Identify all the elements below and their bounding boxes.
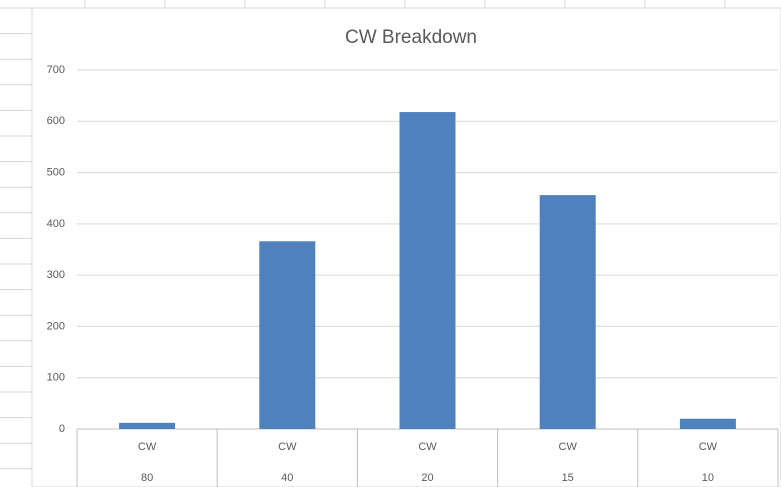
x-tick-label: 10 bbox=[702, 472, 714, 484]
bar bbox=[119, 422, 176, 429]
chart-title: CW Breakdown bbox=[345, 27, 477, 48]
bar bbox=[539, 195, 596, 429]
y-tick-label: 600 bbox=[47, 115, 65, 127]
x-tick-label: CW bbox=[278, 441, 297, 453]
y-tick-label: 400 bbox=[47, 218, 65, 230]
y-tick-label: 200 bbox=[47, 320, 65, 332]
x-tick-label: CW bbox=[699, 441, 718, 453]
x-tick-label: 15 bbox=[562, 472, 574, 484]
y-tick-label: 100 bbox=[47, 372, 65, 384]
bar bbox=[679, 418, 736, 429]
bar bbox=[399, 112, 456, 429]
y-tick-label: 500 bbox=[47, 166, 65, 178]
x-tick-label: CW bbox=[138, 441, 157, 453]
x-tick-label: CW bbox=[418, 441, 437, 453]
x-tick-label: 40 bbox=[281, 472, 293, 484]
y-tick-label: 0 bbox=[59, 423, 65, 435]
row-lines bbox=[0, 7, 32, 470]
x-tick-label: 20 bbox=[421, 472, 433, 484]
x-tick-label: CW bbox=[559, 441, 578, 453]
y-tick-label: 700 bbox=[47, 64, 65, 76]
x-tick-label: 80 bbox=[141, 472, 153, 484]
bar bbox=[259, 241, 316, 429]
y-tick-label: 300 bbox=[47, 269, 65, 281]
